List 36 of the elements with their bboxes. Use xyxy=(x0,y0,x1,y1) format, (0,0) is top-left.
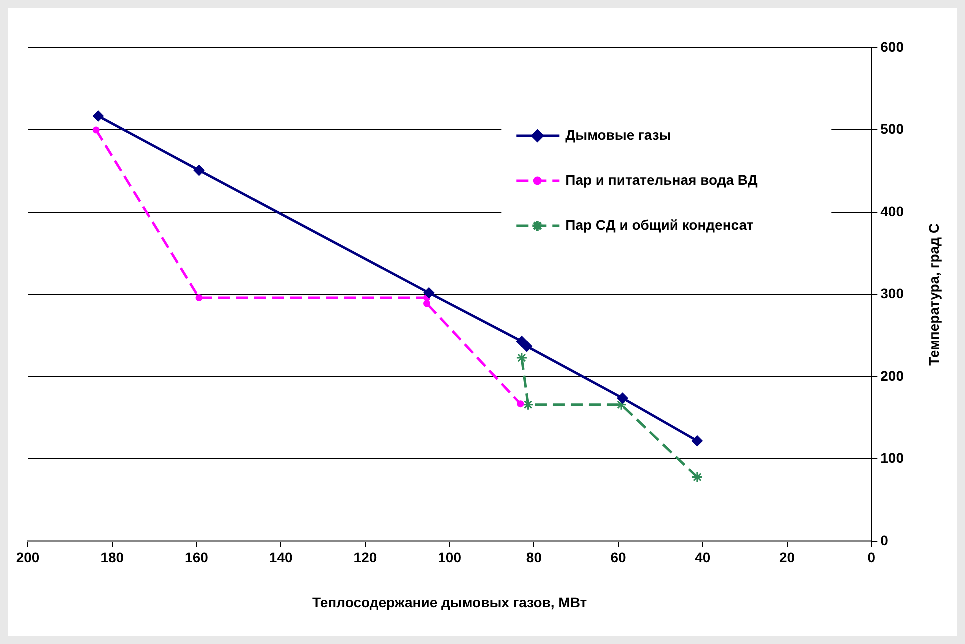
point xyxy=(516,352,528,364)
y-axis-title: Температура, град С xyxy=(926,224,942,366)
x-axis-title: Теплосодержание дымовых газов, МВт xyxy=(312,594,588,610)
x-tick-label: 80 xyxy=(526,550,542,566)
point xyxy=(92,126,100,134)
point xyxy=(692,436,703,447)
point xyxy=(617,392,628,404)
x-tick-label: 60 xyxy=(610,550,627,566)
y-tick-label: 500 xyxy=(880,121,904,138)
point xyxy=(196,294,203,302)
x-tick-label: 100 xyxy=(438,550,462,566)
y-tick-label: 200 xyxy=(880,368,904,384)
point xyxy=(92,110,104,122)
x-tick-label: 120 xyxy=(354,550,378,566)
y-tick-label: 400 xyxy=(880,203,904,220)
y-tick-label: 600 xyxy=(880,38,904,55)
legend-label: Пар и питательная вода ВД xyxy=(566,172,758,188)
point xyxy=(692,472,704,484)
x-tick-label: 40 xyxy=(695,550,711,566)
x-tick-label: 0 xyxy=(868,550,876,566)
x-tick-label: 140 xyxy=(269,550,293,566)
point xyxy=(517,400,524,408)
point xyxy=(424,300,431,308)
legend-label: Дымовые газы xyxy=(566,126,672,143)
point xyxy=(522,341,533,352)
x-tick-label: 200 xyxy=(16,550,40,566)
point xyxy=(424,288,435,299)
x-tick-label: 160 xyxy=(185,550,209,566)
y-tick-label: 0 xyxy=(880,532,889,548)
x-tick-label: 20 xyxy=(779,550,796,566)
legend-label: Пар СД и общий конденсат xyxy=(566,216,754,233)
y-tick-label: 100 xyxy=(880,450,904,466)
point xyxy=(522,399,534,411)
x-tick-label: 180 xyxy=(100,550,124,566)
point xyxy=(194,165,205,176)
y-tick-label: 300 xyxy=(880,286,904,302)
